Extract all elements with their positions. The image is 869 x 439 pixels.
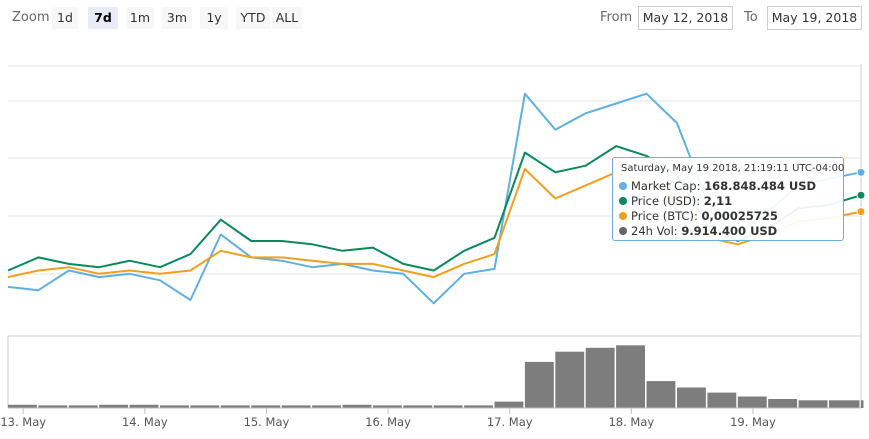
hover-marker-price-btc [856,207,866,217]
x-tick-label: 14. May [122,415,168,429]
to-label: To [744,10,758,25]
volume-bar [342,404,372,408]
x-tick-label: 18. May [608,415,654,429]
zoom-button-1y[interactable]: 1y [200,7,228,29]
volume-bar [251,405,281,408]
volume-bar [433,405,463,408]
series-dot-icon [619,212,627,220]
tooltip-row: Price (BTC): 0,00025725 [619,209,778,225]
data-tooltip: Saturday, May 19 2018, 21:19:11 UTC-04:0… [612,157,844,241]
volume-bar [768,399,798,408]
x-tick-label: 16. May [365,415,411,429]
tooltip-value: 2,11 [703,194,733,208]
tooltip-value: 168.848.484 USD [704,179,817,193]
volume-bar [737,396,767,408]
volume-bar [464,405,493,408]
volume-bar [616,345,645,408]
tooltip-row: Market Cap: 168.848.484 USD [619,179,816,195]
volume-bar [861,400,864,408]
zoom-button-3m[interactable]: 3m [162,7,192,29]
x-tick-label: 13. May [0,415,46,429]
hover-marker-price-usd [856,190,866,200]
tooltip-label: 24h Vol: [631,224,682,238]
volume-bar [677,387,706,408]
volume-bar [99,404,129,408]
tooltip-date: Saturday, May 19 2018, 21:19:11 UTC-04:0… [621,163,845,174]
tooltip-value: 0,00025725 [701,209,778,223]
from-label: From [600,10,633,25]
tooltip-value: 9.914.400 USD [681,224,778,238]
volume-bar [190,405,220,408]
hover-marker-market-cap [856,167,866,177]
zoom-button-1m[interactable]: 1m [126,7,154,29]
volume-bar [312,405,341,408]
x-tick-label: 19. May [730,415,776,429]
zoom-button-1d[interactable]: 1d [52,7,78,29]
series-dot-icon [619,197,627,205]
volume-bar [494,401,524,408]
x-tick-label: 15. May [244,415,290,429]
volume-bar [646,381,676,408]
tooltip-label: Market Cap: [631,179,705,193]
volume-bar [372,405,402,408]
volume-bar [555,351,585,408]
x-axis: 13. May 14. May 15. May 16. May 17. May 18. M… [0,407,861,429]
to-date-input[interactable] [767,6,862,30]
tooltip-label: Price (BTC): [631,209,702,223]
volume-bar [798,400,828,408]
zoom-button-all[interactable]: ALL [272,7,302,29]
volume-bar [129,404,159,408]
volume-bar [68,405,98,408]
zoom-label: Zoom [12,10,50,25]
volume-pane [8,345,864,408]
volume-bar [403,405,433,408]
series-dot-icon [619,227,627,235]
zoom-button-ytd[interactable]: YTD [236,7,270,29]
volume-bar [8,404,37,408]
zoom-button-7d[interactable]: 7d [88,7,118,29]
volume-bar [160,405,189,408]
price-chart: 13. May 14. May 15. May 16. May 17. May 18. M… [0,64,866,429]
x-tick-label: 17. May [487,415,533,429]
volume-bar [829,400,860,408]
volume-bar [585,347,615,408]
volume-bar [220,405,250,408]
volume-bar [707,392,737,408]
volume-bar [524,361,554,408]
series-dot-icon [619,182,627,190]
volume-bar [38,405,68,408]
tooltip-row: Price (USD): 2,11 [619,194,732,210]
from-date-input[interactable] [638,6,733,30]
tooltip-label: Price (USD): [631,194,704,208]
volume-bar [281,405,311,408]
tooltip-row: 24h Vol: 9.914.400 USD [619,224,777,240]
